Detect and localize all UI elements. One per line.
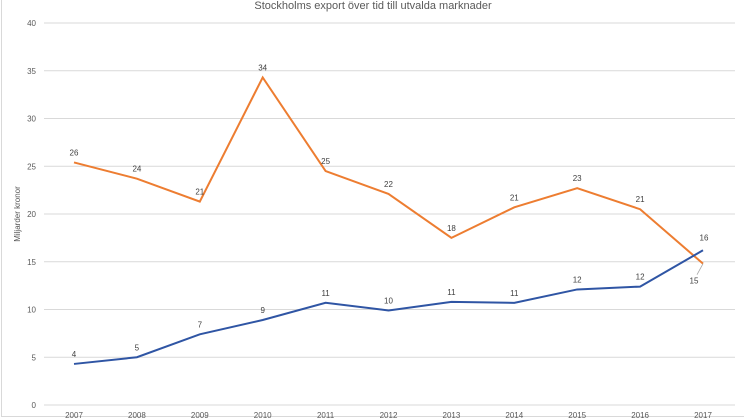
data-label: 5 [135,343,140,352]
y-tick-label: 25 [27,162,36,171]
x-tick-label: 2010 [254,411,272,419]
leader-line [696,263,704,275]
y-tick-label: 10 [27,306,36,315]
x-tick-label: 2015 [568,411,586,419]
y-tick-label: 15 [27,258,36,267]
x-tick-label: 2014 [505,411,523,419]
x-tick-label: 2013 [443,411,461,419]
series-line-orange [73,75,704,265]
data-label: 4 [72,350,77,359]
x-tick-label: 2016 [631,411,649,419]
data-label: 21 [636,195,645,204]
y-tick-label: 20 [27,210,36,219]
data-label: 22 [384,180,393,189]
y-tick-label: 5 [32,353,37,362]
data-label: 7 [198,320,203,329]
y-tick-label: 30 [27,115,36,124]
data-label: 12 [636,273,645,282]
data-label: 16 [700,233,709,242]
data-label: 18 [447,224,456,233]
data-label: 24 [132,165,141,174]
x-tick-label: 2012 [380,411,398,419]
data-label: 12 [573,275,582,284]
data-label: 23 [573,174,582,183]
data-label: 11 [447,288,456,297]
y-tick-label: 40 [27,19,36,28]
x-tick-label: 2008 [128,411,146,419]
x-tick-label: 2007 [65,411,83,419]
x-tick-label: 2009 [191,411,209,419]
y-tick-label: 0 [32,401,37,410]
y-axis-label: Miljarder kronor [13,186,22,242]
series-line-blue [73,249,704,365]
data-label: 26 [70,148,79,157]
y-tick-label: 35 [27,67,36,76]
x-tick-label: 2011 [317,411,335,419]
data-label: 9 [260,306,265,315]
data-label: 11 [321,289,330,298]
data-label: 15 [690,277,699,286]
data-label: 34 [258,63,267,72]
data-label: 21 [195,188,204,197]
data-label: 11 [510,289,519,298]
chart-title: Stockholms export över tid till utvalda … [254,0,492,12]
data-label: 25 [321,157,330,166]
x-tick-label: 2017 [694,411,712,419]
data-label: 10 [384,296,393,305]
data-label: 21 [510,193,519,202]
